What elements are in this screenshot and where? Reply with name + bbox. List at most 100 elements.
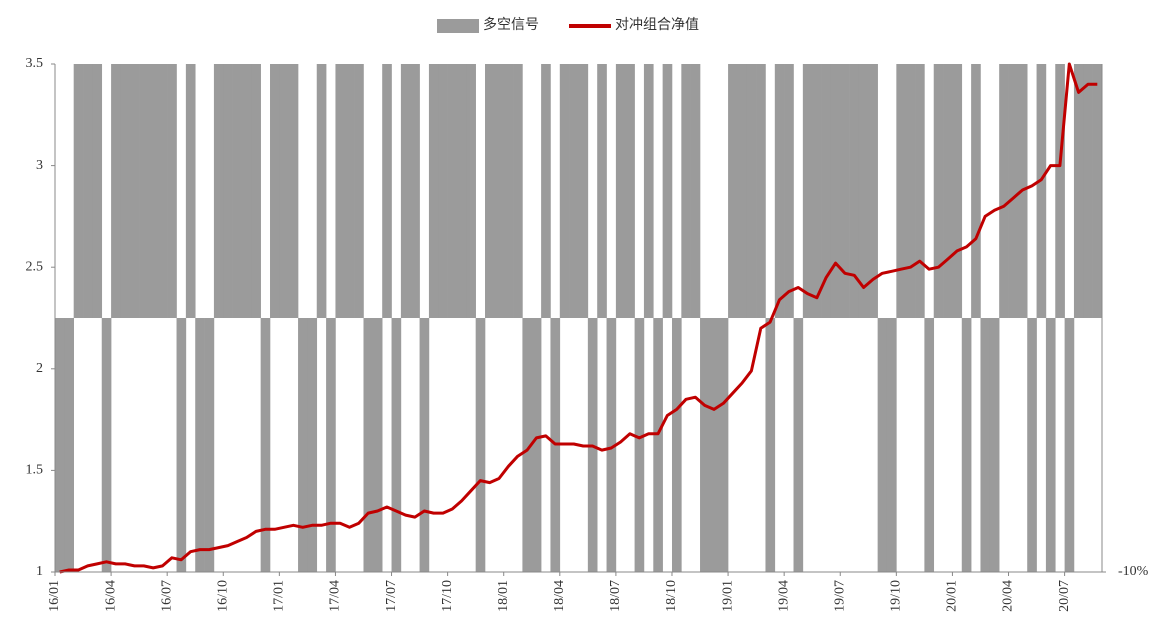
signal-bar xyxy=(1092,64,1103,318)
signal-bar xyxy=(466,64,476,318)
signal-bar xyxy=(83,64,93,318)
signal-bar xyxy=(129,64,140,318)
signal-bar xyxy=(298,318,308,572)
signal-bar xyxy=(55,318,65,572)
signal-bar xyxy=(195,318,205,572)
signal-bar xyxy=(167,64,177,318)
signal-bar xyxy=(1073,64,1084,318)
signal-bar xyxy=(746,64,757,318)
signal-bar xyxy=(316,64,327,318)
signal-bar xyxy=(344,64,355,318)
signal-bar xyxy=(1055,64,1065,318)
signal-bar xyxy=(372,318,383,572)
signal-bar xyxy=(821,64,832,318)
signal-bar xyxy=(204,318,215,572)
signal-bar xyxy=(662,64,673,318)
signal-bar xyxy=(774,64,785,318)
signal-bar xyxy=(578,64,589,318)
signal-bar xyxy=(793,318,804,572)
signal-bar xyxy=(830,64,841,318)
signal-bar xyxy=(643,64,654,318)
signal-bar xyxy=(288,64,299,318)
signal-bar xyxy=(700,318,710,572)
signal-bar xyxy=(513,64,523,318)
y-tick-label: 2.5 xyxy=(26,259,44,274)
x-tick-label: 17/01 xyxy=(272,580,287,612)
signal-bar xyxy=(139,64,149,318)
signal-bar xyxy=(279,64,290,318)
signal-bar xyxy=(999,64,1009,318)
signal-bar xyxy=(111,64,121,318)
legend: 多空信号 对冲组合净值 xyxy=(437,16,699,33)
signal-bar xyxy=(120,64,131,318)
signal-bar xyxy=(952,64,963,318)
signal-bar xyxy=(681,64,691,318)
nav-line xyxy=(59,62,1098,574)
signal-bar xyxy=(634,318,645,572)
signal-bar xyxy=(690,64,701,318)
x-tick-label: 16/04 xyxy=(103,580,118,612)
signal-bar xyxy=(625,64,635,318)
signal-bar xyxy=(232,64,243,318)
x-tick-label: 17/07 xyxy=(384,580,399,612)
signal-bar xyxy=(569,64,579,318)
signal-bar xyxy=(615,64,626,318)
x-tick-label: 18/10 xyxy=(664,580,679,612)
signal-bar xyxy=(241,64,252,318)
signal-bar xyxy=(606,318,617,572)
signal-bar xyxy=(307,318,318,572)
signal-bar xyxy=(410,64,420,318)
signal-bar xyxy=(251,64,261,318)
signal-bar xyxy=(335,64,346,318)
signal-bar xyxy=(709,318,720,572)
signal-bar xyxy=(73,64,84,318)
x-tick-label: 16/07 xyxy=(159,580,174,612)
legend-label: 多空信号 xyxy=(483,16,539,33)
signal-bar xyxy=(915,64,925,318)
signal-bar xyxy=(447,64,458,318)
signal-bar xyxy=(559,64,570,318)
x-tick-label: 17/10 xyxy=(440,580,455,612)
signal-bar xyxy=(597,64,607,318)
x-tick-label: 18/07 xyxy=(608,580,623,612)
signal-bar xyxy=(354,64,364,318)
legend-label: 对冲组合净值 xyxy=(615,17,699,33)
signal-bar xyxy=(1008,64,1019,318)
signal-bar xyxy=(475,318,486,572)
signal-bar xyxy=(438,64,448,318)
signal-bar xyxy=(933,64,944,318)
signal-bar xyxy=(1064,318,1075,572)
signal-bar xyxy=(1083,64,1093,318)
signal-bar xyxy=(943,64,953,318)
y2-tick-label: -10% xyxy=(1118,564,1149,579)
signal-bar xyxy=(185,64,196,318)
signal-bar xyxy=(756,64,766,318)
signal-bar xyxy=(802,64,813,318)
x-tick-label: 19/01 xyxy=(720,580,735,612)
signal-bar xyxy=(326,318,336,572)
signal-bar xyxy=(971,64,981,318)
signal-bar xyxy=(858,64,869,318)
signal-bar xyxy=(64,318,74,572)
signal-bar xyxy=(428,64,439,318)
signal-bar xyxy=(989,318,1000,572)
signal-bar xyxy=(101,318,112,572)
x-tick-label: 19/10 xyxy=(889,580,904,612)
signal-bar xyxy=(1045,318,1056,572)
x-tick-label: 20/04 xyxy=(1001,580,1016,612)
signal-bar xyxy=(541,64,551,318)
signal-bar xyxy=(223,64,233,318)
signal-bar xyxy=(671,318,682,572)
signal-bar xyxy=(391,318,402,572)
signal-bar xyxy=(840,64,850,318)
signal-bar xyxy=(503,64,514,318)
y-tick-label: 3.5 xyxy=(26,56,44,71)
x-tick-label: 18/04 xyxy=(552,580,567,612)
signal-bar xyxy=(456,64,467,318)
x-tick-label: 16/10 xyxy=(215,580,230,612)
signal-bar xyxy=(382,64,392,318)
signal-bar xyxy=(400,64,411,318)
x-tick-label: 19/04 xyxy=(776,580,791,612)
signal-bar xyxy=(92,64,103,318)
y-tick-label: 1 xyxy=(36,564,43,579)
